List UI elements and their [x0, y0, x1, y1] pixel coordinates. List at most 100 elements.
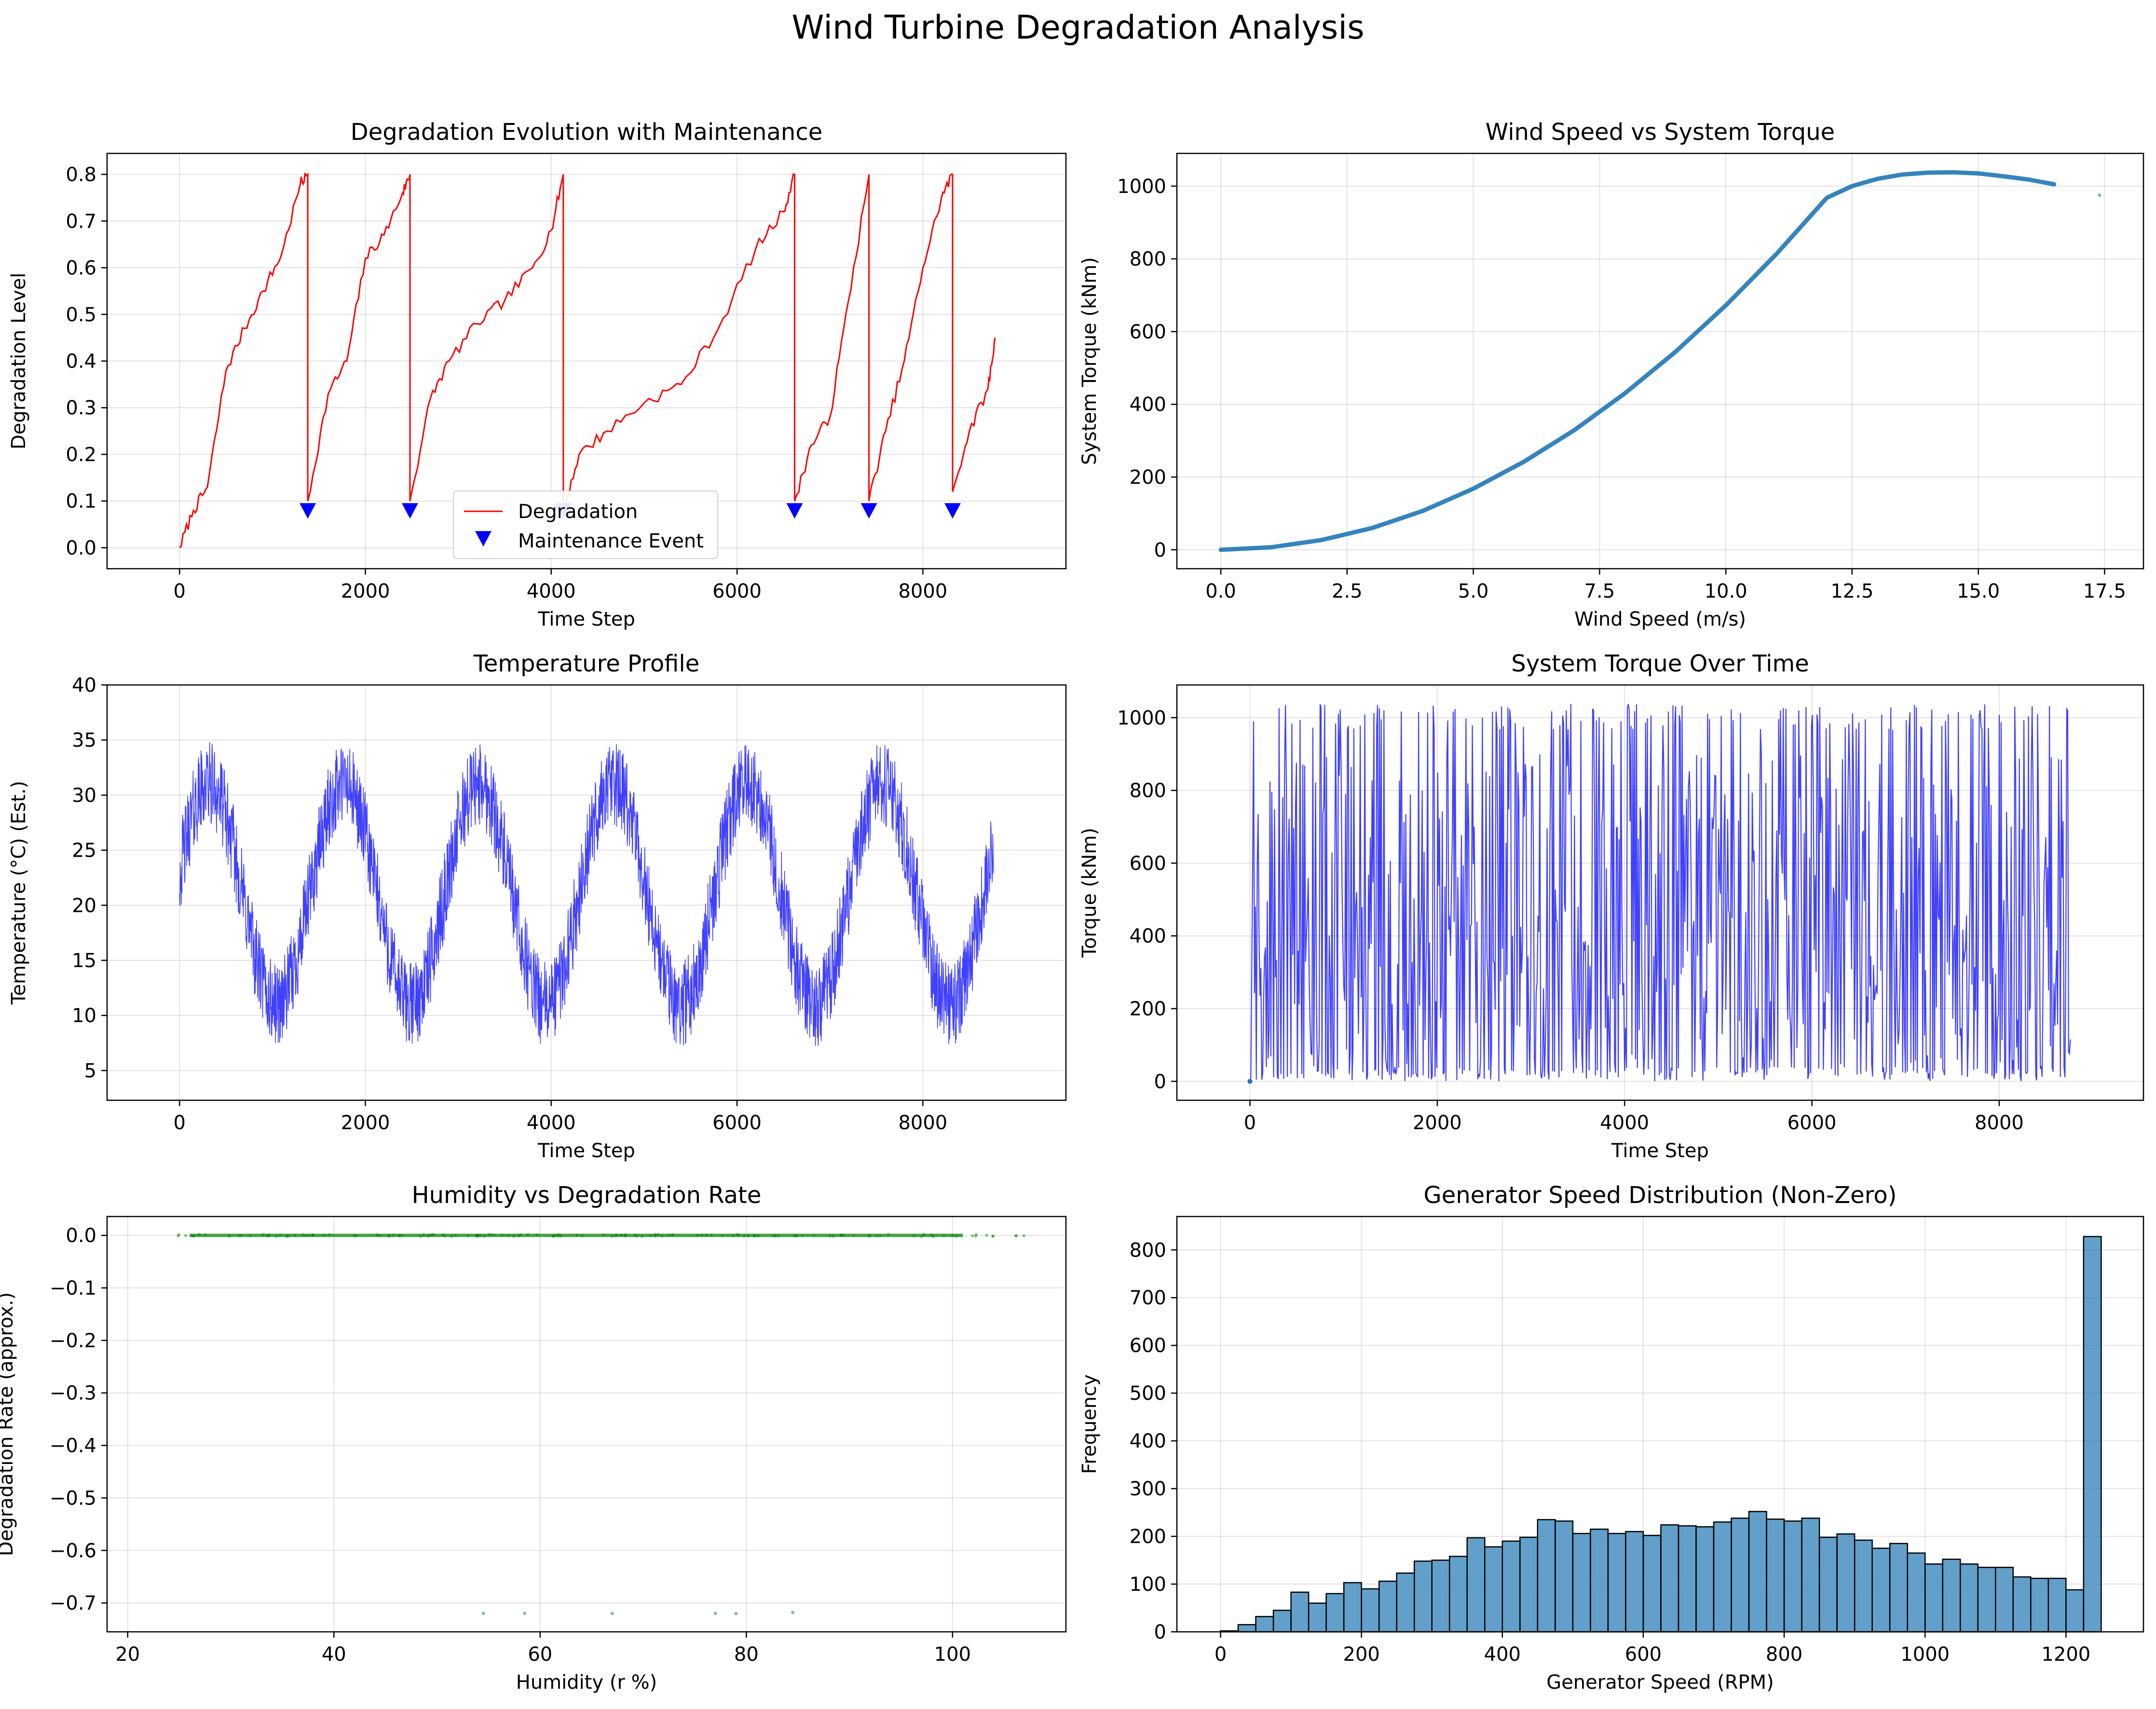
y-axis-label: Torque (kNm): [1078, 828, 1101, 958]
scatter-point: [975, 1233, 978, 1236]
humidity-panel: 20 40 60 80 100 0.0 −0.1 −0.2 −0.3 −0.4 −0.5 −0.6 −0…: [0, 1182, 1067, 1694]
panel-title: Generator Speed Distribution (Non-Zero): [1424, 1182, 1897, 1209]
scatter-point: [275, 1234, 278, 1238]
scatter-point: [887, 1233, 890, 1236]
plot-area: [1177, 685, 2143, 1100]
scatter-point: [614, 1234, 617, 1237]
scatter-point: [450, 1234, 453, 1238]
scatter-point: [812, 1234, 816, 1237]
scatter-point: [301, 1233, 305, 1236]
y-tick-label: 0.0: [66, 537, 96, 559]
y-tick-label: 0: [1154, 1071, 1166, 1093]
scatter-point: [602, 1233, 605, 1236]
scatter-point: [519, 1233, 522, 1236]
scatter-point: [419, 1234, 423, 1238]
x-tick-label: 8000: [1975, 1112, 2024, 1134]
x-tick-label: 0: [1244, 1112, 1256, 1134]
histogram-bar: [1678, 1525, 1697, 1633]
scatter-curve: [1218, 170, 2057, 552]
x-tick-label: 17.5: [2083, 580, 2126, 602]
degradation-panel: 0 2000 4000 6000 8000 0.0 0.1 0.2 0.3 0.4 0.5 0.6 0.…: [8, 119, 1067, 630]
scatter-point: [398, 1234, 401, 1237]
histogram-bar: [1995, 1567, 2014, 1633]
histogram-bar: [1237, 1624, 1256, 1633]
x-tick-label: 1200: [2041, 1643, 2090, 1666]
x-axis-label: Time Step: [537, 608, 635, 630]
scatter-point: [307, 1233, 311, 1237]
scatter-point: [492, 1233, 496, 1237]
scatter-point: [656, 1233, 660, 1236]
histogram-bar: [1343, 1582, 1362, 1633]
scatter-point: [660, 1234, 664, 1238]
scatter-point: [575, 1233, 579, 1237]
y-tick-label: 100: [1130, 1573, 1166, 1596]
scatter-point: [752, 1234, 756, 1237]
legend-marker-swatch: [475, 531, 491, 547]
y-tick-label: 0.1: [66, 491, 96, 513]
y-tick-label: 15: [72, 950, 96, 972]
y-tick-label: 0: [1154, 1621, 1166, 1643]
histogram-bar: [1748, 1511, 1767, 1633]
scatter-point: [868, 1234, 871, 1238]
y-tick-label: 1000: [1117, 707, 1166, 729]
y-tick-label: 800: [1130, 1239, 1166, 1261]
scatter-point: [828, 1234, 832, 1238]
y-tick-label: 40: [72, 674, 96, 697]
y-axis-label: Degradation Level: [8, 273, 30, 450]
panel-title: Wind Speed vs System Torque: [1486, 119, 1835, 146]
torque-time-panel: 0 2000 4000 6000 8000 0 200 400 600 800 1000 System…: [1078, 650, 2144, 1162]
y-tick-label: 600: [1130, 852, 1166, 875]
legend: Degradation Maintenance Event: [453, 491, 718, 559]
y-tick-label: 400: [1130, 394, 1166, 416]
histogram-bar: [1607, 1532, 1626, 1633]
scatter-point: [794, 1234, 798, 1238]
y-tick-label: 800: [1130, 248, 1166, 271]
x-axis-label: Humidity (r %): [516, 1671, 657, 1694]
scatter-point: [710, 1233, 713, 1237]
scatter-point: [441, 1233, 445, 1236]
scatter-point: [311, 1233, 314, 1236]
x-tick-label: 100: [934, 1643, 971, 1666]
scatter-point: [875, 1234, 878, 1238]
scatter-point: [378, 1234, 382, 1237]
y-axis-label: Temperature (°C) (Est.): [8, 781, 30, 1005]
scatter-point: [852, 1233, 855, 1237]
legend-label: Degradation: [518, 501, 638, 523]
scatter-point: [198, 1233, 201, 1236]
scatter-point: [832, 1234, 835, 1238]
x-tick-label: 60: [528, 1643, 552, 1666]
scatter-point: [392, 1233, 395, 1237]
scatter-point: [955, 1234, 958, 1238]
x-tick-label: 40: [322, 1643, 346, 1666]
plot-area: [1177, 1217, 2143, 1633]
scatter-point: [526, 1233, 530, 1236]
scatter-point: [737, 1233, 740, 1237]
histogram-bar: [1625, 1531, 1644, 1633]
scatter-point: [991, 1235, 995, 1238]
scatter-point: [507, 1234, 510, 1237]
temperature-panel: 0 2000 4000 6000 8000 5 10 15 20 25 30 35 40 Temperat…: [8, 650, 1067, 1162]
x-tick-label: 4000: [527, 580, 576, 602]
panel-title: Degradation Evolution with Maintenance: [351, 119, 822, 146]
scatter-point: [777, 1234, 780, 1237]
y-tick-label: −0.6: [50, 1540, 96, 1562]
axes-frame: [106, 684, 1067, 1101]
scatter-point: [552, 1234, 555, 1238]
scatter-point: [285, 1235, 288, 1238]
histogram-bar: [1378, 1580, 1397, 1633]
histogram-bar: [1660, 1524, 1679, 1633]
scatter-point: [287, 1234, 291, 1238]
y-tick-label: 0.6: [66, 257, 96, 279]
x-tick-label: 6000: [712, 580, 762, 602]
y-tick-label: 500: [1130, 1382, 1166, 1405]
y-axis-label: Degradation Rate (approx.): [0, 1292, 17, 1556]
plot-area: [1177, 153, 2143, 569]
scatter-point: [432, 1233, 436, 1236]
histogram-bar: [1801, 1518, 1820, 1633]
scatter-point: [1022, 1234, 1025, 1237]
histogram-bar: [1272, 1610, 1292, 1633]
x-tick-label: 2000: [1413, 1112, 1462, 1134]
x-tick-label: 800: [1766, 1643, 1802, 1666]
scatter-point: [842, 1234, 846, 1237]
